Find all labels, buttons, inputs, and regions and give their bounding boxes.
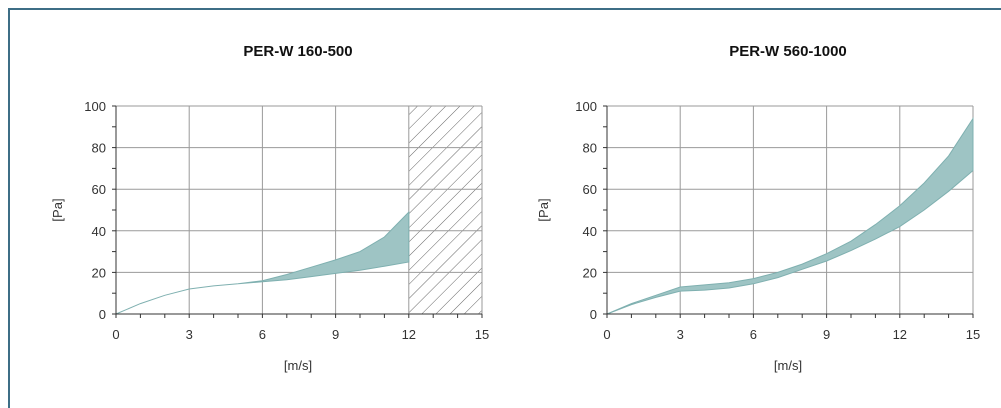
x-tick-label: 6 [750, 327, 757, 342]
y-axis-label: [Pa] [536, 198, 551, 221]
chart-right: PER-W 560-1000 [Pa] [m/s] 0 3 6 9 12 15 0 20 40 6… [536, 43, 980, 373]
x-tick-label: 12 [402, 327, 416, 342]
y-tick-label: 40 [92, 224, 106, 239]
chart-left: PER-W 160-500 [Pa] [m/s] 0 3 6 9 12 15 0 20 40 60… [50, 43, 489, 373]
x-tick-label: 15 [966, 327, 980, 342]
y-tick-label: 20 [92, 265, 106, 280]
figure-frame [8, 8, 1001, 408]
y-tick-label: 0 [590, 307, 597, 322]
plot-area-right: 0 3 6 9 12 15 0 20 40 60 80 100 [575, 99, 980, 342]
x-tick-label: 0 [112, 327, 119, 342]
x-tick-label: 3 [677, 327, 684, 342]
x-tick-label: 9 [823, 327, 830, 342]
pressure-drop-band [606, 116, 974, 315]
chart-title: PER-W 560-1000 [729, 43, 847, 60]
y-tick-label: 40 [583, 224, 597, 239]
x-axis-label: [m/s] [774, 358, 802, 373]
x-tick-label: 15 [475, 327, 489, 342]
pressure-drop-band [115, 210, 410, 315]
chart-title: PER-W 160-500 [243, 43, 352, 60]
x-tick-label: 3 [186, 327, 193, 342]
y-tick-label: 20 [583, 265, 597, 280]
x-tick-label: 9 [332, 327, 339, 342]
charts-canvas: PER-W 160-500 [Pa] [m/s] 0 3 6 9 12 150204060… [50, 43, 980, 373]
y-tick-label: 80 [92, 141, 106, 156]
x-tick-label: 6 [259, 327, 266, 342]
x-tick-label: 12 [893, 327, 907, 342]
y-tick-label: 60 [583, 182, 597, 197]
plot-area-left: 0 3 6 9 12 15 0 20 40 60 80 100 [84, 99, 489, 342]
y-tick-label: 60 [92, 182, 106, 197]
y-tick-label: 100 [84, 99, 106, 114]
x-tick-label: 0 [603, 327, 610, 342]
hatched-region [408, 106, 482, 314]
y-axis-label: [Pa] [50, 198, 65, 221]
y-tick-label: 100 [575, 99, 597, 114]
x-axis-label: [m/s] [284, 358, 312, 373]
y-tick-label: 0 [99, 307, 106, 322]
y-tick-label: 80 [583, 141, 597, 156]
